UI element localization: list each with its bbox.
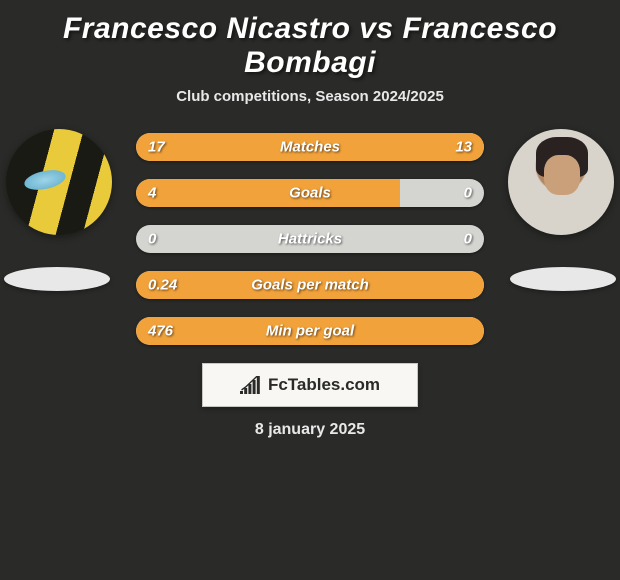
stat-value-right: 13: [455, 139, 472, 156]
branding-text: FcTables.com: [268, 375, 380, 395]
stat-bar-left-fill: [136, 179, 400, 207]
page-subtitle: Club competitions, Season 2024/2025: [0, 88, 620, 105]
stat-label: Hattricks: [278, 231, 342, 248]
stat-value-left: 17: [148, 139, 165, 156]
stat-label: Matches: [280, 139, 340, 156]
stat-row: Goals 4 0: [136, 179, 484, 207]
bar-chart-icon: [240, 376, 262, 394]
page-title: Francesco Nicastro vs Francesco Bombagi: [0, 0, 620, 88]
branding-box: FcTables.com: [202, 363, 418, 407]
stat-value-right: 0: [464, 185, 472, 202]
stats-container: Matches 17 13 Goals 4 0 Hattricks 0 0 Goals per m…: [136, 133, 484, 345]
player-right-avatar: [508, 129, 614, 235]
stat-row: Hattricks 0 0: [136, 225, 484, 253]
stat-value-left: 0.24: [148, 277, 177, 294]
stat-label: Goals: [289, 185, 331, 202]
stat-value-left: 4: [148, 185, 156, 202]
date-text: 8 january 2025: [10, 421, 610, 439]
player-left-shadow: [4, 267, 110, 291]
player-right-shadow: [510, 267, 616, 291]
comparison-area: Matches 17 13 Goals 4 0 Hattricks 0 0 Goals per m…: [0, 133, 620, 439]
stat-value-right: 0: [464, 231, 472, 248]
stat-label: Min per goal: [266, 323, 354, 340]
stat-row: Goals per match 0.24: [136, 271, 484, 299]
stat-value-left: 0: [148, 231, 156, 248]
player-left-avatar: [6, 129, 112, 235]
stat-label: Goals per match: [251, 277, 369, 294]
stat-row: Matches 17 13: [136, 133, 484, 161]
stat-row: Min per goal 476: [136, 317, 484, 345]
stat-value-left: 476: [148, 323, 173, 340]
